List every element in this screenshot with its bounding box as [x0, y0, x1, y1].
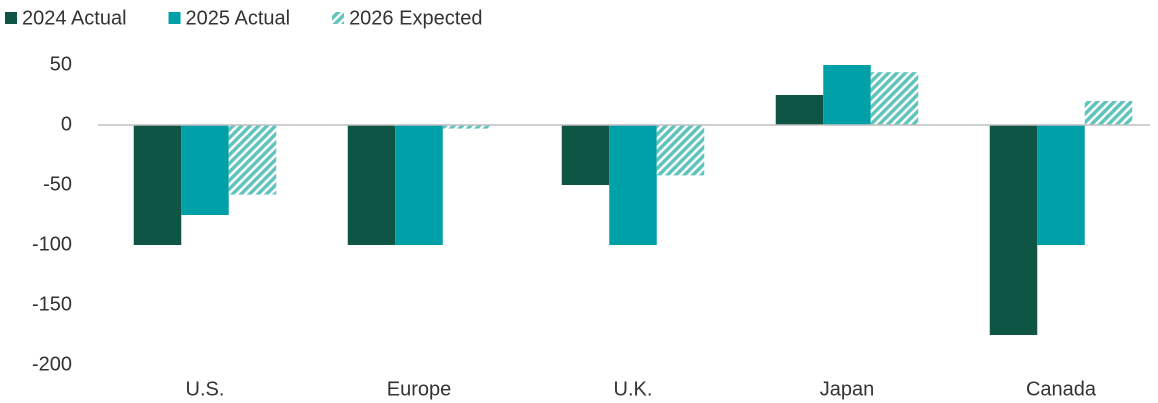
bar [609, 125, 657, 245]
bar [989, 125, 1038, 335]
bar [228, 125, 277, 195]
y-tick-label: -50 [43, 173, 72, 195]
bar [561, 125, 610, 185]
bar [395, 125, 443, 245]
y-tick-label: -100 [32, 233, 72, 255]
bar [1037, 125, 1085, 245]
bar [656, 125, 705, 176]
bar [870, 72, 919, 125]
bar [442, 125, 491, 129]
legend-swatch [168, 12, 181, 24]
legend-label: 2026 Expected [349, 7, 482, 29]
y-tick-label: -150 [32, 293, 72, 315]
x-tick-label: U.K. [614, 378, 653, 400]
legend-swatch [332, 12, 345, 24]
bar [823, 65, 871, 125]
bar [775, 95, 824, 125]
legend-label: 2024 Actual [22, 7, 127, 29]
bar [1084, 101, 1133, 125]
y-tick-label: -200 [32, 353, 72, 375]
legend-label: 2025 Actual [186, 7, 291, 29]
y-tick-label: 0 [61, 113, 72, 135]
bar [181, 125, 229, 215]
x-tick-label: Europe [387, 378, 452, 400]
y-tick-label: 50 [50, 53, 72, 75]
x-tick-label: U.S. [186, 378, 225, 400]
x-tick-label: Canada [1026, 378, 1097, 400]
bar [347, 125, 396, 245]
x-tick-label: Japan [820, 378, 875, 400]
bar [133, 125, 182, 245]
legend-swatch [5, 12, 17, 24]
